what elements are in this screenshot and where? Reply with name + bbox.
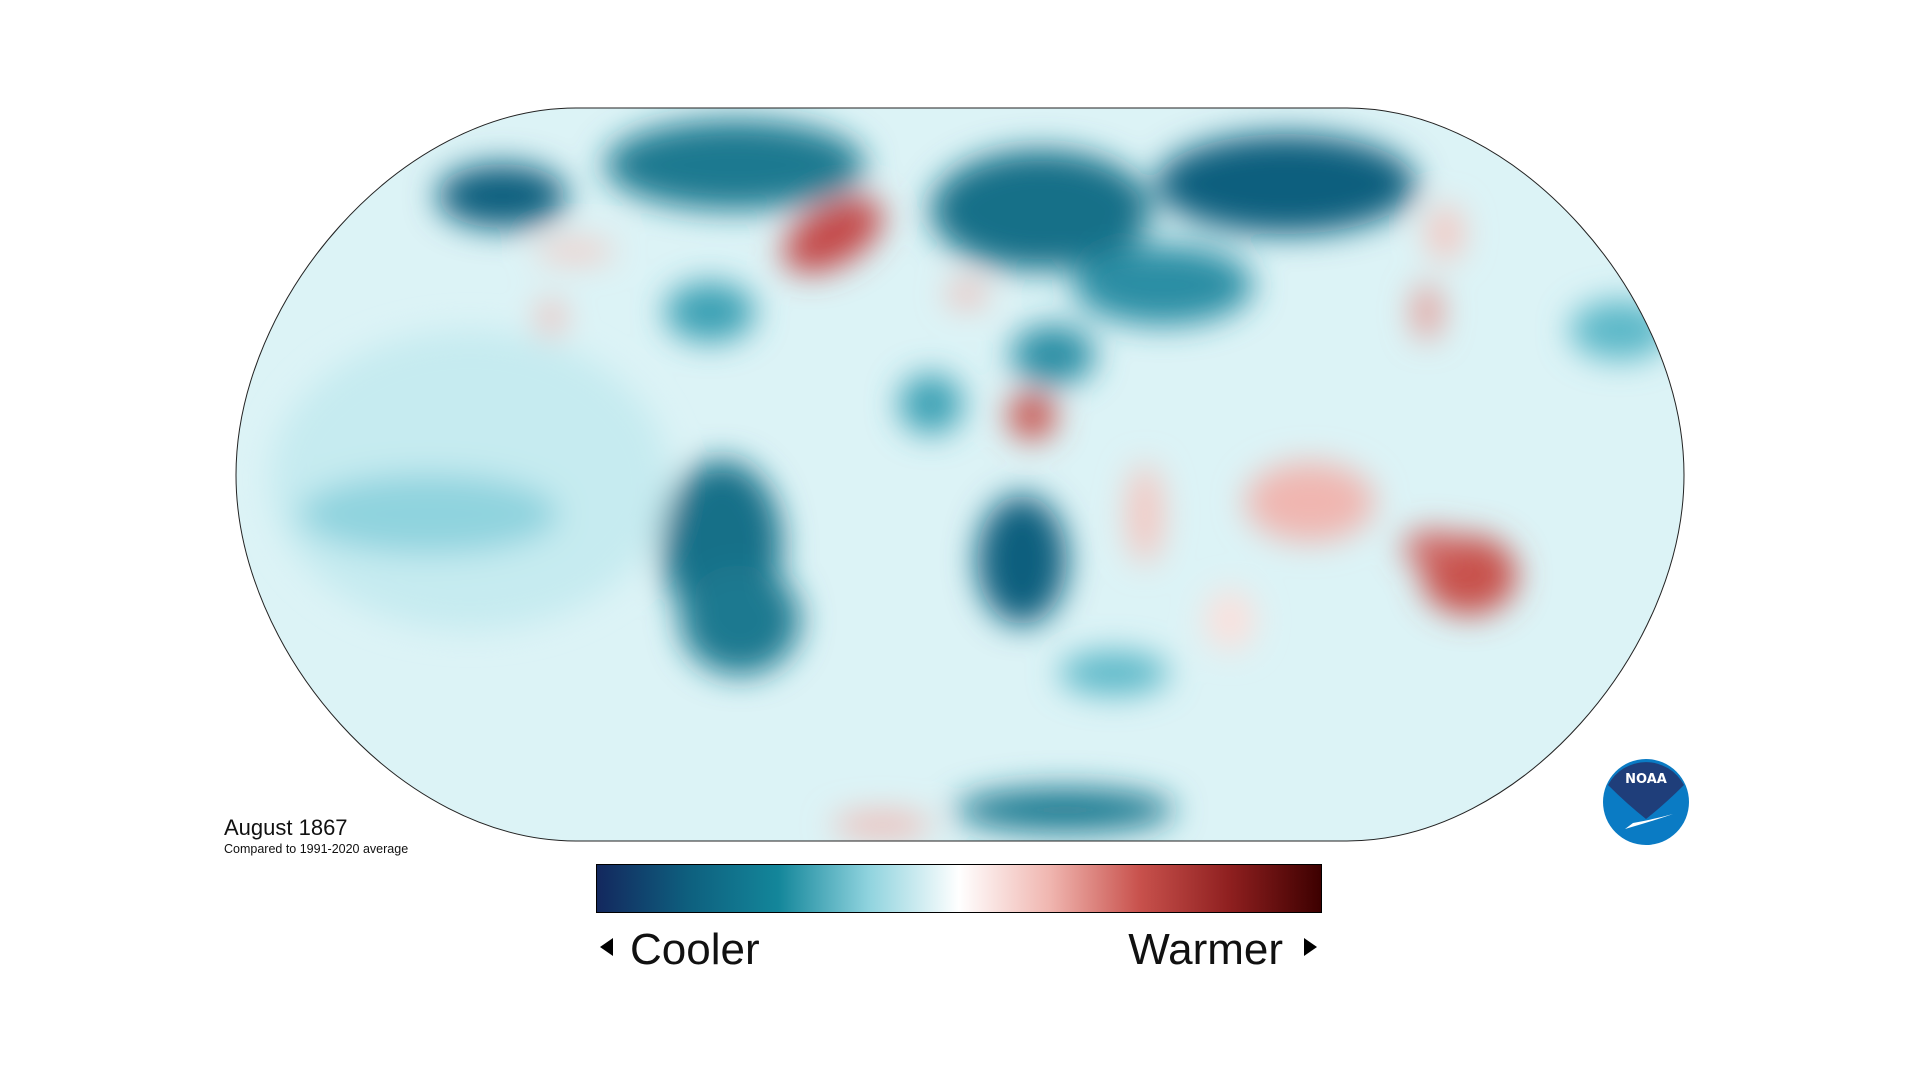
color-scale-bar [596,864,1322,913]
noaa-logo: NOAA [1603,759,1689,845]
arrow-left-icon [600,938,613,956]
logo-text: NOAA [1625,772,1667,787]
cooler-label: Cooler [630,925,760,974]
warmer-label: Warmer [1128,925,1283,974]
map-outline [235,107,1685,842]
map-subtitle: Compared to 1991-2020 average [224,842,409,856]
anomaly-field [236,108,1684,841]
arrow-right-icon [1304,938,1317,956]
map-title: August 1867 [224,815,348,840]
